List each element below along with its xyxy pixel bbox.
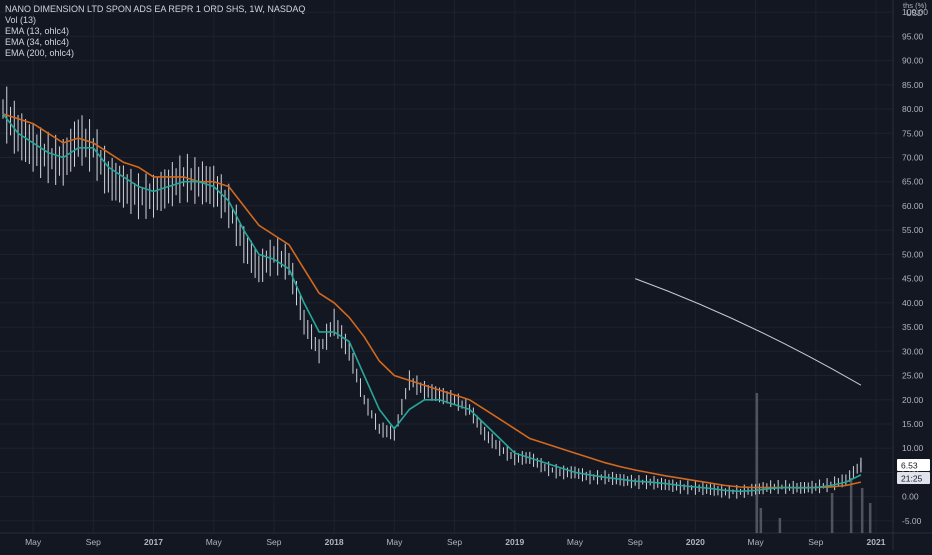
x-tick-label: Sep <box>86 537 101 547</box>
x-tick-label: Sep <box>266 537 281 547</box>
indicator-volume[interactable]: Vol (13) <box>5 15 37 25</box>
y-tick-label: 80.00 <box>902 104 924 114</box>
y-tick-label: 50.00 <box>902 249 924 259</box>
volume-bar <box>830 493 834 533</box>
volume-bar <box>868 503 872 533</box>
x-tick-label: Sep <box>447 537 462 547</box>
currency-label: USD <box>906 9 923 18</box>
y-tick-label: 10.00 <box>902 443 924 453</box>
y-tick-label: 25.00 <box>902 371 924 381</box>
last-price-tag <box>897 459 930 472</box>
x-tick-label: Sep <box>808 537 823 547</box>
x-tick-label: May <box>206 537 223 547</box>
y-tick-label: 55.00 <box>902 225 924 235</box>
chart-title: NANO DIMENSION LTD SPON ADS EA REPR 1 OR… <box>5 4 306 14</box>
y-tick-label: 90.00 <box>902 56 924 66</box>
x-tick-label: 2019 <box>505 537 524 547</box>
y-tick-label: -5.00 <box>902 516 922 526</box>
y-tick-label: 100.00 <box>902 7 928 17</box>
y-tick-label: 35.00 <box>902 322 924 332</box>
ema13-line <box>2 113 862 493</box>
y-tick-label: 20.00 <box>902 395 924 405</box>
volume-bar <box>849 478 853 533</box>
x-tick-label: May <box>567 537 584 547</box>
x-tick-label: 2017 <box>144 537 163 547</box>
volume-bar <box>755 393 759 533</box>
volume-bar <box>778 518 782 533</box>
y-tick-label: 45.00 <box>902 274 924 284</box>
axis-top-label: ths (%) <box>903 1 927 10</box>
volume-bar <box>759 508 763 533</box>
indicator-ema34[interactable]: EMA (34, ohlc4) <box>5 37 70 47</box>
y-tick-label: 15.00 <box>902 419 924 429</box>
y-tick-label: 60.00 <box>902 201 924 211</box>
chart-legend: NANO DIMENSION LTD SPON ADS EA REPR 1 OR… <box>5 4 305 59</box>
y-tick-label: 85.00 <box>902 80 924 90</box>
countdown-tag <box>897 472 930 485</box>
y-tick-label: 30.00 <box>902 346 924 356</box>
x-tick-label: 2021 <box>867 537 886 547</box>
x-tick-label: 2018 <box>325 537 344 547</box>
indicator-ema200[interactable]: EMA (200, ohlc4) <box>5 48 75 58</box>
last-price-label: 6.53 <box>901 461 918 471</box>
x-tick-label: May <box>386 537 403 547</box>
y-tick-label: 0.00 <box>902 492 919 502</box>
x-tick-label: Sep <box>628 537 643 547</box>
ema34-line <box>2 113 862 489</box>
volume-bar <box>860 488 864 533</box>
y-tick-label: 75.00 <box>902 128 924 138</box>
x-tick-label: 2020 <box>686 537 705 547</box>
ema200-line <box>635 278 862 386</box>
y-tick-label: 40.00 <box>902 298 924 308</box>
x-tick-label: May <box>25 537 42 547</box>
y-tick-label: 70.00 <box>902 152 924 162</box>
x-tick-label: May <box>748 537 765 547</box>
countdown-label: 21:25 <box>901 474 923 484</box>
y-tick-label: 65.00 <box>902 177 924 187</box>
y-tick-label: 95.00 <box>902 31 924 41</box>
indicator-ema13[interactable]: EMA (13, ohlc4) <box>5 26 70 36</box>
